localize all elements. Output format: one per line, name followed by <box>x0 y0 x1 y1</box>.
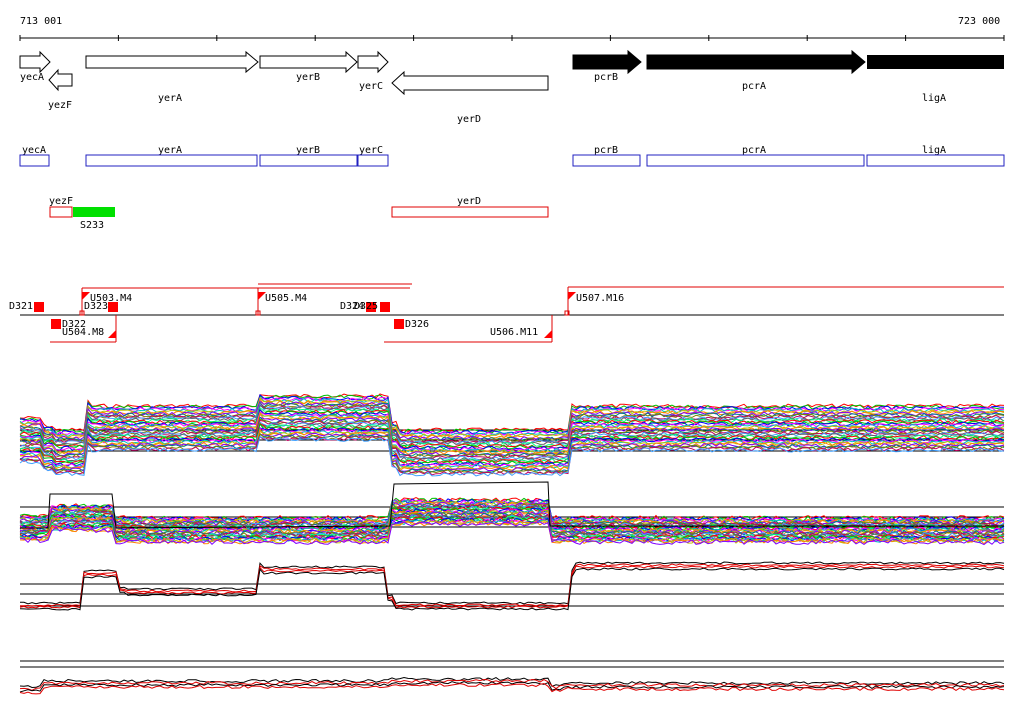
segment-label-U506: U506.M11 <box>490 327 538 338</box>
gene-label-yezF: yezF <box>48 100 72 111</box>
axis-end-label: 723 000 <box>958 16 1000 27</box>
expression-profile-line <box>19 681 1005 693</box>
operon-box-pcrB[interactable] <box>572 154 641 167</box>
segment-label-U505: U505.M4 <box>265 293 307 304</box>
segment-marker-U507[interactable] <box>568 292 576 300</box>
expression-profile-line <box>19 567 1005 611</box>
expression-profile-line <box>20 563 1005 607</box>
expression-profile-line <box>20 481 1004 529</box>
expression-profile-line <box>19 422 1005 466</box>
gene-label-yecA: yecA <box>20 72 44 83</box>
expression-profile-line <box>19 521 1005 546</box>
expression-profile-line <box>19 404 1005 447</box>
expression-profile-line <box>19 396 1005 436</box>
gene-label-ligA: ligA <box>922 93 946 104</box>
operon-track-forward: yecA yerA yerB yerC pcrB pcrA ligA <box>19 145 1005 167</box>
segment-label-U503: U503.M4 <box>90 293 132 304</box>
gene-yerB-arrow[interactable] <box>259 50 358 74</box>
expression-profile-line <box>19 501 1005 526</box>
gene-label-yerB: yerB <box>296 72 320 83</box>
operon-box-yerA[interactable] <box>85 154 258 167</box>
segment-label-D323: D323 <box>84 301 108 312</box>
segment-marker-D326[interactable] <box>394 319 404 329</box>
expression-profile-line <box>19 561 1005 605</box>
gene-ligA-block[interactable] <box>867 55 1004 69</box>
expression-profile-line <box>19 413 1005 453</box>
segment-label-U507: U507.M16 <box>576 293 624 304</box>
operon-box-yezF[interactable] <box>49 206 73 218</box>
segment-label-D326: D326 <box>405 319 429 330</box>
operon-label-pcrB: pcrB <box>594 145 618 156</box>
segment-marker-D324[interactable] <box>366 302 376 312</box>
operon-label-yecA: yecA <box>22 145 46 156</box>
expression-profile-line <box>19 682 1005 695</box>
expression-panel-3 <box>19 561 1005 611</box>
operon-label-yerC: yerC <box>359 145 383 156</box>
operon-box-ligA[interactable] <box>866 154 1005 167</box>
gene-yerA-arrow[interactable] <box>85 50 259 74</box>
segment-label-D324: D324 <box>340 301 364 312</box>
gene-pcrB-arrow[interactable] <box>572 49 642 75</box>
gene-label-pcrA: pcrA <box>742 81 766 92</box>
segment-track: D321 D322 D323 U503.M4 U504.M8 U505.M4 D… <box>9 283 1004 343</box>
axis-start-label: 713 001 <box>20 16 62 27</box>
expression-profile-line <box>19 435 1005 477</box>
gene-yerC-arrow[interactable] <box>357 50 389 74</box>
segment-label-D325: D325 <box>354 301 378 312</box>
gene-yezF-arrow[interactable] <box>48 68 73 92</box>
expression-panel-4 <box>19 660 1005 695</box>
gene-label-pcrB: pcrB <box>594 72 618 83</box>
segment-marker-U506[interactable] <box>544 330 552 338</box>
gene-yerD-arrow[interactable] <box>391 70 549 96</box>
operon-box-pcrA[interactable] <box>646 154 865 167</box>
expression-profile-line <box>19 408 1005 449</box>
gene-label-yerC: yerC <box>359 81 383 92</box>
segment-marker-D325[interactable] <box>380 302 390 312</box>
expression-profile-line <box>19 565 1005 609</box>
expression-profile-line <box>19 419 1005 460</box>
operon-box-yecA[interactable] <box>19 154 50 167</box>
gene-label-yerA: yerA <box>158 93 182 104</box>
expression-profile-line <box>19 421 1004 461</box>
segment-marker-D323[interactable] <box>108 302 118 312</box>
segment-marker-U503[interactable] <box>82 292 90 300</box>
coordinate-axis: 713 001 723 000 <box>19 16 1005 41</box>
gene-track: yecA yezF yerA yerB yerC yerD pcrB pcrA … <box>19 49 1004 125</box>
operon-label-yezF: yezF <box>49 196 73 207</box>
expression-profile-line <box>19 396 1005 438</box>
segment-label-D322: D322 <box>62 319 86 330</box>
segment-label-U504: U504.M8 <box>62 327 104 338</box>
rna-feature-s233[interactable] <box>73 207 115 217</box>
operon-box-yerD[interactable] <box>391 206 549 218</box>
expression-profile-line <box>20 412 1005 454</box>
rna-feature-label: S233 <box>80 220 104 231</box>
expression-profile-line <box>19 408 1005 450</box>
gene-pcrA-arrow[interactable] <box>646 49 866 75</box>
segment-marker-D321[interactable] <box>34 302 44 312</box>
expression-profile-line <box>19 678 1005 691</box>
expression-panel-2 <box>19 481 1005 546</box>
operon-box-yerB[interactable] <box>259 154 358 167</box>
operon-track-reverse: yezF S233 yerD <box>49 196 549 231</box>
operon-label-pcrA: pcrA <box>742 145 766 156</box>
gene-yecA-arrow[interactable] <box>19 50 51 74</box>
operon-label-yerD: yerD <box>457 196 481 207</box>
segment-marker-D322[interactable] <box>51 319 61 329</box>
expression-panel-1 <box>19 393 1005 477</box>
operon-box-yerC[interactable] <box>357 154 389 167</box>
operon-label-ligA: ligA <box>922 145 946 156</box>
segment-label-D321: D321 <box>9 301 33 312</box>
axis-ticks <box>19 35 1005 41</box>
expression-profile-line <box>19 512 1005 537</box>
gene-label-yerD: yerD <box>457 114 481 125</box>
segment-marker-U505[interactable] <box>258 292 266 300</box>
expression-profile-line <box>19 504 1005 529</box>
operon-label-yerA: yerA <box>158 145 182 156</box>
segment-marker-U504[interactable] <box>108 330 116 338</box>
operon-label-yerB: yerB <box>296 145 320 156</box>
